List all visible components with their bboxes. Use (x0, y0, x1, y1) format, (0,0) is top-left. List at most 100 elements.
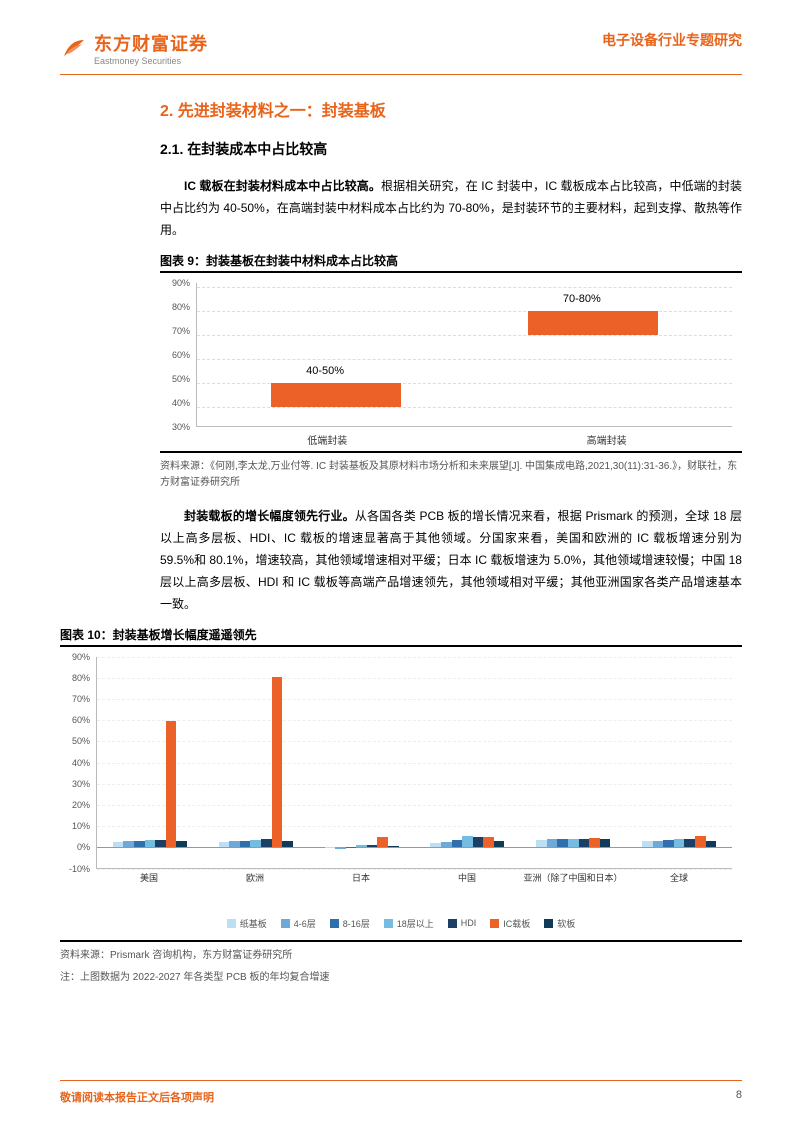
chart2-xlabel: 全球 (670, 871, 688, 884)
chart2-bar (113, 842, 124, 848)
figure10-note: 注：上图数据为 2022-2027 年各类型 PCB 板的年均复合增速 (60, 970, 742, 986)
chart2-bar (462, 836, 473, 847)
footer-disclaimer: 敬请阅读本报告正文后各项声明 (60, 1089, 214, 1105)
legend-label: 8-16层 (343, 917, 370, 930)
figure9-rule-top (160, 271, 742, 273)
figure9-source: 资料来源：《何刚,李太龙,万业付等. IC 封装基板及其原材料市场分析和未来展望… (160, 459, 742, 491)
chart2-bar (229, 841, 240, 847)
chart2-ytick: 10% (60, 821, 90, 831)
chart2-bar (557, 839, 568, 847)
chart2-bar (367, 845, 378, 847)
legend-swatch (330, 919, 339, 928)
chart2-bar (155, 840, 166, 847)
chart2-bar (494, 841, 505, 847)
chart2-bar (568, 839, 579, 847)
chart2-bar (684, 839, 695, 847)
header-rule (60, 74, 742, 75)
chart2-bar (483, 837, 494, 848)
footer-page: 8 (736, 1089, 742, 1105)
chart1-ytick: 70% (160, 326, 190, 336)
chart1-bar-label: 70-80% (563, 293, 601, 305)
figure10-legend: 纸基板 4-6层 8-16层 18层以上 HDI IC载板 软板 (60, 917, 742, 930)
chart2-bar (600, 839, 611, 847)
chart1-ytick: 40% (160, 398, 190, 408)
legend-swatch (490, 919, 499, 928)
chart2-bar (452, 840, 463, 847)
section-title: 2. 先进封装材料之一：封装基板 (160, 97, 742, 121)
chart2-bar (441, 842, 452, 847)
main-content: 2. 先进封装材料之一：封装基板 2.1. 在封装成本中占比较高 IC 载板在封… (0, 97, 802, 616)
legend-item: IC载板 (490, 917, 530, 930)
chart2-ytick: 90% (60, 652, 90, 662)
chart2-bar (346, 847, 357, 848)
legend-label: IC载板 (503, 917, 530, 930)
legend-swatch (384, 919, 393, 928)
logo: 东方财富证券 Eastmoney Securities (60, 30, 208, 66)
figure10-block: 图表 10：封装基板增长幅度遥遥领先 -10%0%10%20%30%40%50%… (0, 626, 802, 986)
legend-swatch (281, 919, 290, 928)
chart2-bar (166, 721, 177, 847)
figure10-title: 图表 10：封装基板增长幅度遥遥领先 (60, 626, 742, 643)
chart2-bar (388, 846, 399, 847)
legend-label: 4-6层 (294, 917, 316, 930)
figure10-chart: -10%0%10%20%30%40%50%60%70%80%90%美国欧洲日本中… (60, 653, 742, 913)
legend-label: 软板 (557, 917, 575, 930)
chart2-ytick: -10% (60, 864, 90, 874)
chart2-ytick: 50% (60, 736, 90, 746)
chart1-ytick: 60% (160, 350, 190, 360)
logo-text-cn: 东方财富证券 (94, 30, 208, 56)
paragraph-2: 封装载板的增长幅度领先行业。从各国各类 PCB 板的增长情况来看，根据 Pris… (160, 505, 742, 616)
header-topic: 电子设备行业专题研究 (602, 30, 742, 50)
logo-text-en: Eastmoney Securities (94, 56, 208, 66)
chart2-bar (134, 841, 145, 847)
chart2-ytick: 60% (60, 715, 90, 725)
logo-icon (60, 34, 88, 62)
chart2-bar (123, 841, 134, 847)
chart1-ytick: 50% (160, 374, 190, 384)
chart2-ytick: 30% (60, 779, 90, 789)
chart2-bar (663, 840, 674, 847)
page-footer: 敬请阅读本报告正文后各项声明 8 (60, 1080, 742, 1105)
legend-item: 4-6层 (281, 917, 316, 930)
chart2-bar (706, 841, 717, 848)
figure10-rule-bottom (60, 940, 742, 942)
page-header: 东方财富证券 Eastmoney Securities 电子设备行业专题研究 (0, 0, 802, 74)
legend-label: 纸基板 (240, 917, 267, 930)
legend-item: 软板 (544, 917, 575, 930)
chart2-bar (176, 841, 187, 847)
legend-item: 8-16层 (330, 917, 370, 930)
figure9-title: 图表 9：封装基板在封装中材料成本占比较高 (160, 252, 742, 269)
chart2-bar (261, 839, 272, 847)
chart1-ytick: 30% (160, 422, 190, 432)
legend-label: HDI (461, 918, 477, 928)
chart2-bar (282, 841, 293, 847)
figure9-rule-bottom (160, 451, 742, 453)
legend-item: 18层以上 (384, 917, 434, 930)
chart1-ytick: 90% (160, 278, 190, 288)
chart2-ytick: 80% (60, 673, 90, 683)
legend-label: 18层以上 (397, 917, 434, 930)
chart1-bar (271, 383, 401, 407)
chart2-bar (240, 841, 251, 848)
legend-swatch (544, 919, 553, 928)
chart2-bar (377, 837, 388, 848)
figure9-chart: 40-50%70-80%30%40%50%60%70%80%90%低端封装高端封… (160, 279, 742, 449)
chart2-bar (272, 677, 283, 847)
chart2-bar (430, 843, 441, 847)
chart2-bar (642, 841, 653, 847)
chart2-bar (473, 837, 484, 848)
chart2-bar (145, 840, 156, 847)
chart2-ytick: 40% (60, 758, 90, 768)
legend-swatch (448, 919, 457, 928)
legend-swatch (227, 919, 236, 928)
legend-item: HDI (448, 917, 477, 930)
figure10-rule-top (60, 645, 742, 647)
subsection-title: 2.1. 在封装成本中占比较高 (160, 139, 742, 159)
chart2-bar (695, 836, 706, 848)
chart2-bar (219, 842, 230, 847)
legend-item: 纸基板 (227, 917, 267, 930)
chart2-bar (250, 840, 261, 847)
chart2-bar (536, 840, 547, 847)
chart2-bar (653, 841, 664, 847)
chart2-bar (335, 847, 346, 849)
